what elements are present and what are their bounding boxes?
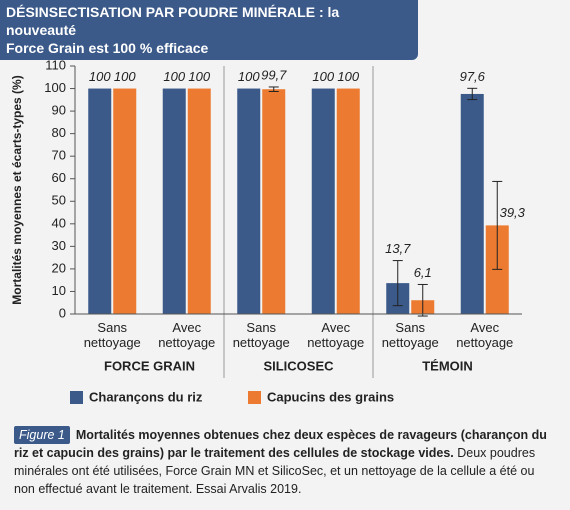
value-label: 100	[89, 69, 111, 84]
error-bar	[268, 86, 279, 92]
legend-swatch	[70, 391, 83, 404]
title-line: Force Grain est 100 % efficace	[6, 40, 209, 56]
x-tick-label: Sans nettoyage	[381, 320, 439, 350]
legend-label: Capucins des grains	[267, 389, 394, 404]
title-line: DÉSINSECTISATION PAR POUDRE MINÉRALE : l…	[6, 4, 340, 38]
y-tick-label: 50	[52, 193, 66, 208]
value-label: 100	[238, 69, 260, 84]
bar	[162, 88, 186, 314]
y-tick-label: 60	[52, 170, 66, 185]
y-tick-label: 100	[44, 80, 66, 95]
value-label: 13,7	[385, 241, 411, 256]
bar	[88, 88, 112, 314]
group-label: TÉMOIN	[422, 358, 473, 373]
bar	[187, 88, 211, 314]
bar	[336, 88, 360, 314]
legend-swatch	[248, 391, 261, 404]
y-tick-label: 0	[59, 305, 66, 320]
value-label: 100	[312, 69, 334, 84]
caption: Figure 1 Mortalités moyennes obtenues che…	[14, 426, 554, 498]
y-tick-label: 110	[45, 57, 66, 72]
bar	[237, 88, 261, 314]
figure-label: Figure 1	[14, 426, 70, 444]
value-label: 6,1	[414, 265, 432, 280]
value-label: 100	[163, 69, 185, 84]
y-tick-label: 90	[52, 103, 66, 118]
bar	[311, 88, 335, 314]
value-label: 39,3	[500, 205, 526, 220]
value-label: 100	[114, 69, 136, 84]
bar	[262, 89, 286, 314]
value-label: 97,6	[460, 69, 486, 84]
caption-text: Deux poudres minérales ont été utilisées…	[14, 446, 536, 496]
y-axis-label: Mortalités moyennes et écarts-types (%)	[10, 75, 24, 304]
error-bar	[417, 283, 428, 317]
bar	[113, 88, 137, 314]
legend-label: Charançons du riz	[89, 389, 203, 404]
x-tick-label: Sans nettoyage	[232, 320, 290, 350]
error-bar	[492, 180, 503, 270]
y-tick-label: 20	[52, 260, 66, 275]
y-tick-label: 80	[52, 125, 66, 140]
x-tick-label: Sans nettoyage	[83, 320, 141, 350]
value-label: 99,7	[261, 67, 287, 82]
x-tick-label: Avec nettoyage	[456, 320, 514, 350]
value-label: 100	[188, 69, 210, 84]
value-label: 100	[337, 69, 359, 84]
y-tick-label: 30	[52, 238, 66, 253]
x-tick-label: Avec nettoyage	[158, 320, 216, 350]
chart-title: DÉSINSECTISATION PAR POUDRE MINÉRALE : l…	[0, 0, 418, 60]
bar	[460, 93, 484, 314]
group-label: FORCE GRAIN	[104, 358, 195, 373]
y-tick-label: 10	[52, 283, 66, 298]
x-tick-label: Avec nettoyage	[307, 320, 365, 350]
caption-bold: Mortalités moyennes obtenues chez deux e…	[14, 428, 547, 460]
error-bar	[392, 260, 403, 307]
error-bar	[467, 87, 478, 101]
group-label: SILICOSEC	[263, 358, 334, 373]
y-tick-label: 70	[52, 148, 66, 163]
y-tick-label: 40	[52, 215, 66, 230]
chart: Mortalités moyennes et écarts-types (%) …	[10, 57, 526, 404]
